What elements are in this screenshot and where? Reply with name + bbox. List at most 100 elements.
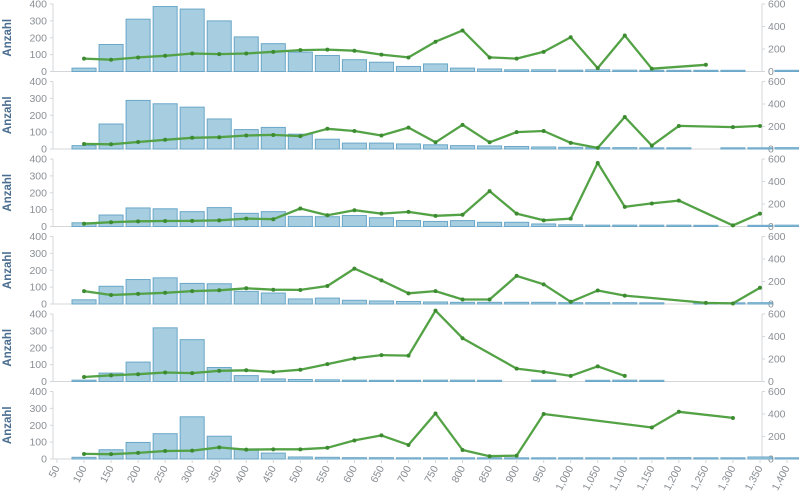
line-marker bbox=[244, 447, 249, 452]
line-marker bbox=[649, 201, 654, 206]
bar bbox=[720, 69, 746, 73]
left-tick-label: 200 bbox=[29, 420, 47, 432]
bar bbox=[774, 457, 799, 460]
x-tick-label: 100 bbox=[71, 464, 90, 485]
histogram-bars bbox=[71, 416, 799, 460]
line-marker bbox=[82, 56, 87, 61]
line-marker bbox=[541, 412, 546, 416]
line-marker bbox=[379, 211, 384, 216]
line-marker bbox=[82, 289, 87, 294]
bar bbox=[152, 208, 178, 227]
bar bbox=[206, 283, 232, 305]
bar bbox=[287, 215, 313, 227]
line-marker bbox=[352, 208, 357, 213]
x-tick-label: 1,050 bbox=[580, 464, 603, 493]
line-marker bbox=[379, 353, 384, 358]
line-marker bbox=[325, 362, 330, 367]
line-marker bbox=[136, 450, 141, 455]
bar bbox=[368, 379, 394, 382]
line-marker bbox=[406, 125, 411, 130]
line-marker bbox=[649, 143, 654, 148]
x-tick-label: 550 bbox=[314, 464, 333, 485]
bar bbox=[314, 379, 340, 382]
bar bbox=[341, 215, 367, 227]
x-axis: 50 100 150 200 250 300 350 400 450 500 550 600 650 70… bbox=[47, 459, 793, 493]
bar bbox=[612, 457, 638, 460]
bar bbox=[395, 457, 421, 460]
bar bbox=[71, 145, 97, 150]
bar bbox=[585, 302, 611, 305]
right-tick-label: 600 bbox=[768, 386, 786, 398]
line-marker bbox=[379, 52, 384, 57]
bar bbox=[314, 456, 340, 460]
line-marker bbox=[730, 415, 735, 420]
bar bbox=[720, 147, 746, 150]
bar bbox=[314, 54, 340, 72]
bar bbox=[423, 301, 449, 305]
line-marker bbox=[325, 47, 330, 52]
line-marker bbox=[190, 289, 195, 294]
histogram-bars bbox=[71, 6, 799, 73]
left-tick-label: 300 bbox=[29, 170, 47, 182]
bar bbox=[233, 375, 259, 382]
line-marker bbox=[352, 48, 357, 53]
bar bbox=[260, 126, 286, 150]
bar bbox=[395, 379, 421, 382]
line-marker bbox=[514, 273, 519, 278]
bar bbox=[287, 378, 313, 383]
line-marker bbox=[676, 409, 681, 414]
line-marker bbox=[460, 28, 465, 33]
line-marker bbox=[406, 442, 411, 447]
bar bbox=[287, 51, 313, 72]
y-axis-title: Anzahl bbox=[2, 406, 14, 444]
x-tick-label: 750 bbox=[422, 464, 441, 485]
line-marker bbox=[190, 218, 195, 223]
line-marker bbox=[163, 53, 168, 58]
bar bbox=[504, 221, 530, 227]
bar bbox=[395, 220, 421, 227]
right-tick-label: 200 bbox=[768, 431, 786, 443]
line-marker bbox=[622, 204, 627, 209]
bar bbox=[666, 224, 692, 227]
bar bbox=[450, 145, 476, 150]
right-tick-label: 400 bbox=[768, 254, 786, 266]
x-tick-label: 1,300 bbox=[716, 464, 739, 493]
x-tick-label: 1,250 bbox=[689, 464, 712, 493]
x-tick-label: 1,100 bbox=[607, 464, 630, 493]
bar bbox=[558, 69, 584, 73]
line-marker bbox=[595, 145, 600, 150]
line-marker bbox=[433, 289, 438, 294]
bar bbox=[423, 457, 449, 460]
line-marker bbox=[82, 451, 87, 456]
line-marker bbox=[244, 51, 249, 56]
line-marker bbox=[271, 132, 276, 137]
line-marker bbox=[433, 213, 438, 218]
line-marker bbox=[541, 129, 546, 133]
line-marker bbox=[433, 411, 438, 416]
bar bbox=[558, 146, 584, 150]
x-tick-label: 300 bbox=[179, 464, 198, 485]
x-tick-label: 1,350 bbox=[743, 464, 766, 493]
y-axis-title: Anzahl bbox=[2, 96, 14, 134]
right-tick-label: 0 bbox=[768, 66, 774, 78]
bar bbox=[206, 118, 232, 150]
left-tick-label: 0 bbox=[41, 66, 47, 78]
line-marker bbox=[757, 211, 762, 216]
line-marker bbox=[487, 297, 492, 302]
line-marker bbox=[514, 453, 519, 458]
bar bbox=[125, 279, 151, 305]
x-tick-label: 850 bbox=[476, 464, 495, 485]
line-marker bbox=[244, 133, 249, 138]
line-marker bbox=[244, 368, 249, 373]
line-marker bbox=[82, 141, 87, 146]
left-tick-label: 300 bbox=[29, 325, 47, 337]
line-marker bbox=[568, 140, 573, 145]
left-tick-label: 200 bbox=[29, 110, 47, 122]
line-marker bbox=[460, 297, 465, 302]
y-axis-title: Anzahl bbox=[2, 19, 14, 57]
